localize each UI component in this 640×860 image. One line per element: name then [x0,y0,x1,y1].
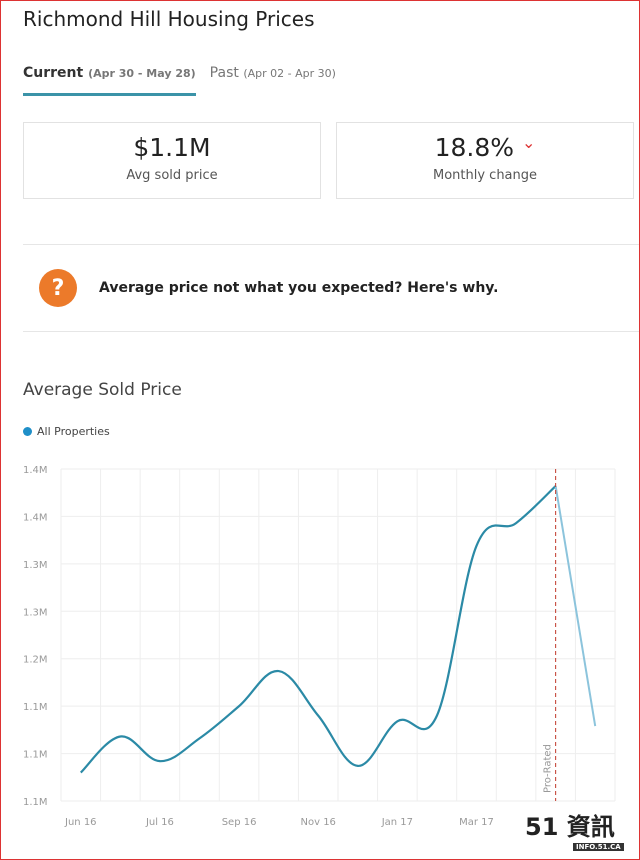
question-icon: ? [39,269,77,307]
avg-price-label: Avg sold price [126,168,218,183]
y-tick-label: 1.4M [23,512,48,523]
watermark-text: 51 資訊 [525,813,615,841]
y-tick-label: 1.1M [23,797,48,808]
watermark-sub: INFO.51.CA [573,843,624,851]
tab-current[interactable]: Current (Apr 30 - May 28) [23,65,196,96]
x-tick-label: Sep 16 [222,817,257,828]
x-tick-label: Mar 17 [459,817,494,828]
tab-range: (Apr 30 - May 28) [88,67,196,80]
avg-price-value: $1.1M [133,133,211,162]
watermark-logo: 51 資訊 INFO.51.CA [525,807,637,857]
legend-dot-icon [23,427,32,436]
y-tick-label: 1.2M [23,655,48,666]
monthly-change-label: Monthly change [432,168,538,183]
chart-title: Average Sold Price [23,380,182,400]
chevron-down-icon: ⌄ [521,133,536,152]
help-text: Average price not what you expected? Her… [99,280,499,296]
divider [23,244,639,245]
monthly-change-card: 18.8% ⌄ Monthly change [336,122,634,199]
divider [23,331,639,332]
y-tick-label: 1.3M [23,607,48,618]
series-line-pro-rated [554,485,597,727]
tab-range: (Apr 02 - Apr 30) [243,67,336,80]
avg-price-card: $1.1M Avg sold price [23,122,321,199]
y-tick-label: 1.1M [23,750,48,761]
x-tick-label: Jul 16 [145,817,174,828]
tab-label: Past [209,65,239,81]
tab-past[interactable]: Past (Apr 02 - Apr 30) [210,65,336,96]
legend-item[interactable]: All Properties [23,425,110,438]
y-tick-label: 1.4M [23,465,48,476]
x-tick-label: Nov 16 [301,817,336,828]
pro-rated-label: Pro-Rated [543,744,554,793]
tab-label: Current [23,65,84,81]
series-line [80,485,557,774]
y-tick-label: 1.1M [23,702,48,713]
legend-label: All Properties [37,425,110,438]
page-title: Richmond Hill Housing Prices [23,7,315,31]
x-tick-label: Jan 17 [381,817,413,828]
y-tick-label: 1.3M [23,560,48,571]
x-tick-label: Jun 16 [64,817,97,828]
monthly-change-value: 18.8% [434,133,515,162]
price-help-link[interactable]: ? Average price not what you expected? H… [39,269,498,307]
period-tabs: Current (Apr 30 - May 28) Past (Apr 02 -… [23,65,336,96]
